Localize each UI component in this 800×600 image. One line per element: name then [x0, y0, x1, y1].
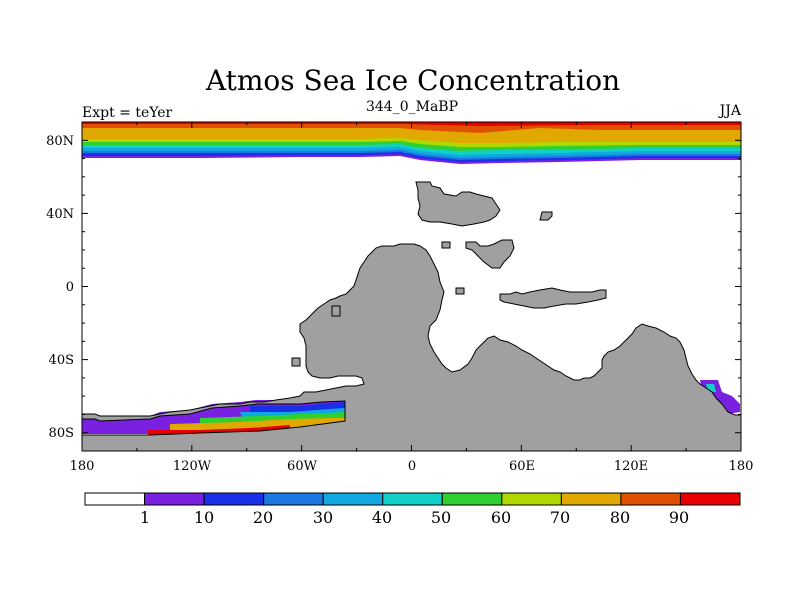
colorbar-label: 50 — [431, 508, 451, 527]
land-southern-supercontinent — [82, 243, 741, 451]
colorbar-box — [263, 492, 324, 506]
x-tick-label: 120W — [173, 459, 212, 474]
colorbar-label: 80 — [610, 508, 630, 527]
colorbar-label: 20 — [253, 508, 273, 527]
experiment-label: Expt = teYer — [82, 105, 173, 121]
y-tick-label: 80N — [46, 134, 74, 149]
colorbar-box — [441, 492, 503, 506]
y-tick-label: 40S — [49, 353, 74, 368]
land-small-islet-4 — [291, 357, 301, 367]
colorbar-box — [144, 492, 205, 506]
ice-band-70-south — [170, 418, 345, 432]
season-label: JJA — [718, 103, 742, 119]
x-axis-labels: 180 120W 60W 0 60E 120E 180 — [70, 459, 754, 474]
land-small-islet-3 — [331, 305, 341, 317]
x-tick-label: 60W — [287, 459, 318, 474]
land-small-islet-2 — [455, 287, 465, 295]
x-tick-label: 180 — [70, 459, 95, 474]
land-equatorial-island — [499, 287, 607, 309]
x-tick-label: 60E — [509, 459, 535, 474]
colorbar-box — [501, 492, 562, 506]
colorbar-box — [203, 492, 265, 506]
ice-band-90-south — [148, 425, 290, 435]
y-axis-labels: 80N 40N 0 40S 80S — [46, 134, 74, 441]
x-tick-label: 0 — [408, 459, 416, 474]
colorbar-box — [679, 492, 741, 506]
land-small-islet-1 — [441, 241, 451, 249]
y-tick-label: 80S — [49, 426, 74, 441]
colorbar-label: 10 — [194, 508, 214, 527]
period-label: 344_0_MaBP — [366, 99, 458, 115]
y-tick-label: 40N — [46, 207, 74, 222]
map-plot-area — [82, 122, 741, 451]
land-north-islet — [539, 211, 553, 221]
colorbar-label: 40 — [372, 508, 392, 527]
colorbar-box — [84, 492, 146, 506]
colorbar-label: 60 — [491, 508, 511, 527]
colorbar-box — [620, 492, 681, 506]
colorbar-label: 30 — [313, 508, 333, 527]
northern-sea-ice — [82, 122, 741, 164]
y-tick-label: 0 — [66, 280, 74, 295]
colorbar-box — [560, 492, 622, 506]
tick-marks — [81, 121, 742, 452]
land-masses — [82, 181, 741, 451]
colorbar-label: 1 — [140, 508, 150, 527]
land-north-continent — [415, 181, 501, 227]
colorbar-labels: 1 10 20 30 40 50 60 70 80 90 — [140, 508, 689, 527]
land-central-island — [465, 239, 515, 269]
colorbar-label: 90 — [669, 508, 689, 527]
colorbar: 1 10 20 30 40 50 60 70 80 90 — [84, 492, 741, 527]
colorbar-box — [322, 492, 384, 506]
colorbar-boxes — [84, 492, 741, 506]
colorbar-box — [382, 492, 443, 506]
map-title: Atmos Sea Ice Concentration — [205, 64, 620, 97]
x-tick-label: 180 — [729, 459, 754, 474]
x-tick-label: 120E — [614, 459, 648, 474]
colorbar-label: 70 — [550, 508, 570, 527]
